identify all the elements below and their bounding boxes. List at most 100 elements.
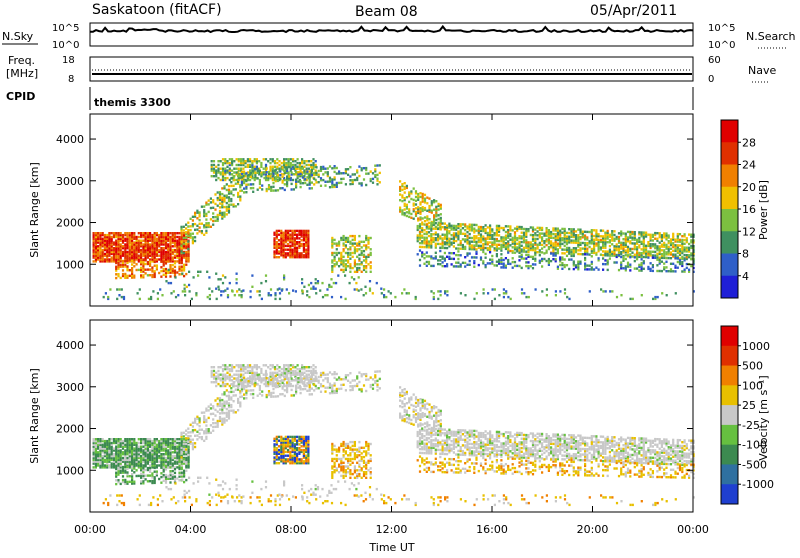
power-cell [568, 298, 570, 300]
power-cell [269, 166, 271, 168]
power-cell [145, 259, 147, 261]
power-cell [160, 232, 162, 234]
velocity-cell [223, 401, 225, 403]
power-cell [210, 226, 212, 228]
power-cell [233, 194, 235, 196]
power-cell [543, 258, 545, 260]
power-cell [189, 290, 191, 292]
velocity-cell [133, 438, 135, 440]
power-cell [139, 288, 141, 290]
power-cell [285, 252, 287, 254]
power-cell [184, 284, 186, 286]
velocity-cell [97, 438, 99, 440]
power-cell [269, 158, 271, 160]
velocity-cell [122, 475, 124, 477]
power-cell [356, 242, 358, 244]
velocity-cell [124, 444, 126, 446]
power-cell [174, 232, 176, 234]
power-cell [265, 274, 267, 276]
power-cell [457, 265, 459, 267]
power-cell [582, 231, 584, 233]
power-cell [361, 167, 363, 169]
power-cell [345, 183, 347, 185]
power-cell [267, 160, 269, 162]
power-cell [117, 273, 119, 275]
power-cell [272, 182, 274, 184]
power-cell [215, 179, 217, 181]
power-cell [512, 252, 514, 254]
velocity-cell [111, 442, 113, 444]
power-cell [543, 252, 545, 254]
power-cell [444, 290, 446, 292]
power-cell [428, 197, 430, 199]
velocity-cell [224, 364, 226, 366]
power-cell [505, 242, 507, 244]
power-cell [419, 207, 421, 209]
power-cell [236, 282, 238, 284]
power-cell [217, 286, 219, 288]
velocity-cell [165, 438, 167, 440]
power-cell [245, 160, 247, 162]
power-cell [234, 294, 236, 296]
power-cell [174, 249, 176, 251]
power-cell [187, 235, 189, 237]
power-cell [353, 278, 355, 280]
power-cell [604, 250, 606, 252]
power-cell [593, 229, 595, 231]
power-cell [340, 182, 342, 184]
power-cell [584, 234, 586, 236]
power-cell [494, 288, 496, 290]
power-cell [196, 217, 198, 219]
power-cell [324, 181, 326, 183]
power-cell [444, 222, 446, 224]
power-cell [261, 173, 263, 175]
power-cell [641, 252, 643, 254]
velocity-cell [228, 395, 230, 397]
power-cell [516, 243, 518, 245]
velocity-cell [203, 440, 205, 442]
power-cell [274, 298, 276, 300]
power-cell [674, 265, 676, 267]
power-cell [482, 226, 484, 228]
power-cell [243, 187, 245, 189]
power-cell [274, 292, 276, 294]
power-cell [618, 269, 620, 271]
power-cell [145, 272, 147, 274]
power-cell [136, 269, 138, 271]
power-cell [686, 267, 688, 269]
power-cell [186, 286, 188, 288]
power-cell [636, 246, 638, 248]
power-cell [419, 223, 421, 225]
power-cell [169, 264, 171, 266]
power-cell [197, 274, 199, 276]
power-cell [423, 257, 425, 259]
power-cell [527, 261, 529, 263]
power-cell [236, 290, 238, 292]
power-cell [473, 224, 475, 226]
power-cell [494, 298, 496, 300]
power-cell [183, 252, 185, 254]
power-cell [361, 182, 363, 184]
power-cell [604, 232, 606, 234]
power-cell [354, 235, 356, 237]
power-cell [496, 238, 498, 240]
velocity-cell [154, 467, 156, 469]
power-cell [487, 247, 489, 249]
power-cell [665, 257, 667, 259]
power-cell [231, 169, 233, 171]
power-cell [451, 225, 453, 227]
power-cell [417, 217, 419, 219]
velocity-cell [140, 473, 142, 475]
power-cell [270, 288, 272, 290]
power-cell [124, 264, 126, 266]
power-cell [296, 234, 298, 236]
power-cell [209, 294, 211, 296]
power-cell [276, 230, 278, 232]
power-cell [440, 204, 442, 206]
power-cell [428, 205, 430, 207]
power-cell [154, 261, 156, 263]
power-cell [120, 232, 122, 234]
power-cell [598, 257, 600, 259]
power-cell [577, 261, 579, 263]
velocity-cell [178, 468, 180, 470]
